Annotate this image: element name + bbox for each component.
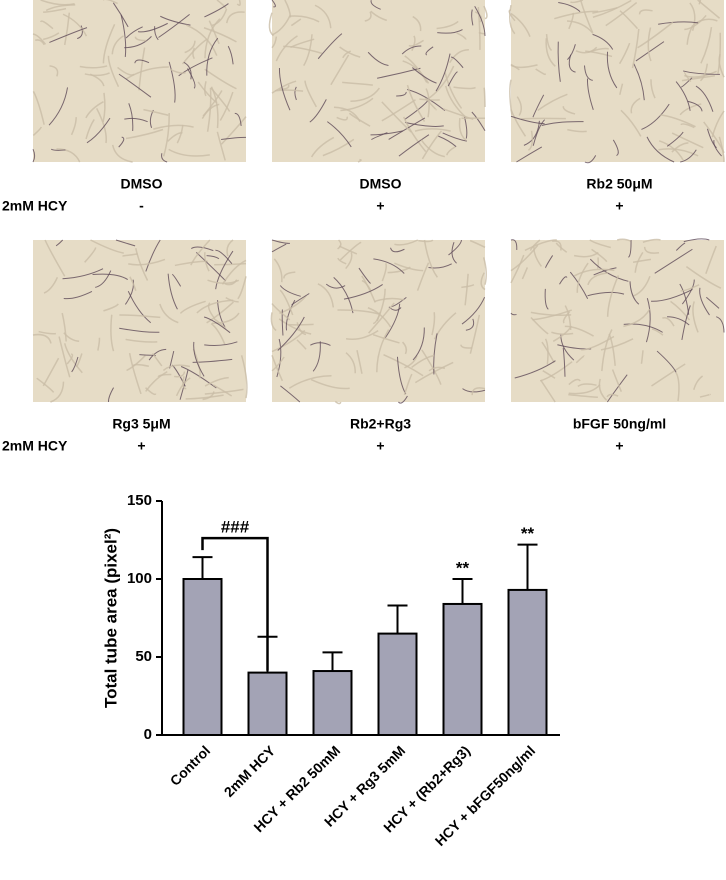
bar [509,590,547,735]
hcy-sign: + [376,198,384,214]
hcy-sign: + [376,438,384,454]
micrograph-bg [511,0,724,162]
y-tick-label: 0 [144,726,152,743]
micrograph [269,0,487,162]
bar [314,671,352,735]
y-axis-label: Total tube area (pixel²) [101,528,120,708]
hcy-sign: - [139,198,144,214]
significance-label: ** [456,558,470,577]
panel-label: Rg3 5μM [112,416,170,432]
panel-label: Rb2 50μM [586,176,652,192]
bar [184,579,222,735]
bar [379,634,417,735]
panel-label: DMSO [121,176,163,192]
panel-label: DMSO [360,176,402,192]
x-tick-label: Control [167,742,214,789]
micrograph [33,240,247,402]
micrograph [33,0,246,162]
tube [419,99,439,100]
y-tick-label: 50 [135,648,152,665]
micrograph [511,239,724,402]
micrograph [271,240,486,404]
tube [479,33,485,34]
tube [484,88,485,107]
significance-label: ### [221,518,250,537]
row-label: 2mM HCY [2,438,68,454]
bar [249,673,287,735]
significance-label: ** [521,524,535,543]
y-tick-label: 100 [127,570,152,587]
hcy-sign: + [137,438,145,454]
y-tick-label: 150 [127,492,152,509]
panel-label: Rb2+Rg3 [350,416,411,432]
row-label: 2mM HCY [2,198,68,214]
x-tick-label: 2mM HCY [221,742,279,800]
panel-label: bFGF 50ng/ml [573,416,666,432]
micrograph [509,0,724,163]
micrograph-bg [511,240,724,402]
hcy-sign: + [615,438,623,454]
hcy-sign: + [615,198,623,214]
bar [444,604,482,735]
